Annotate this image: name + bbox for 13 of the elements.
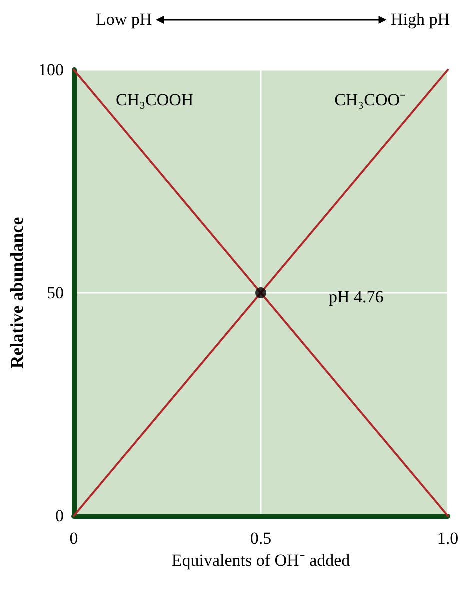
x-tick-label: 1.0 (437, 529, 459, 548)
series-label: CH₃COO⁻ (334, 90, 406, 110)
x-axis-title: Equivalents of OH⁻ added (172, 551, 351, 570)
text: High pH (390, 10, 450, 30)
series-label: CH₃COOH (116, 90, 194, 110)
x-tick-label: 0 (70, 529, 78, 548)
y-tick-label: 0 (56, 506, 64, 526)
y-tick-label: 50 (47, 284, 64, 302)
y-tick-label: 100 (38, 60, 64, 80)
text: Low pH (96, 10, 152, 30)
x-tick-label: 0.5 (250, 529, 272, 548)
annotation: pH 4.76 (329, 288, 384, 306)
y-axis-title: Relative abundance (7, 217, 27, 369)
